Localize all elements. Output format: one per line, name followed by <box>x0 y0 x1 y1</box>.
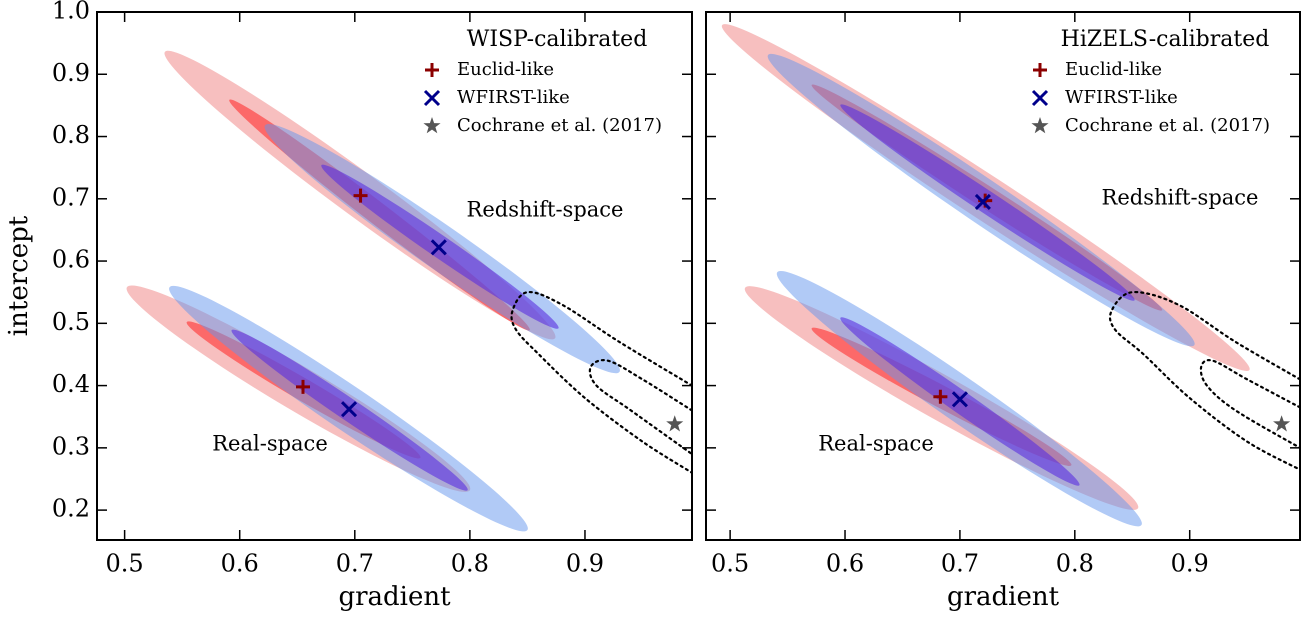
annotation: Redshift-space <box>467 198 624 222</box>
marker <box>933 389 948 404</box>
y-tick-label: 0.7 <box>52 183 90 211</box>
legend-marker <box>1031 89 1049 107</box>
reference-contour <box>1199 359 1300 449</box>
confidence-contour <box>840 317 1080 486</box>
reference-contour <box>1108 290 1300 471</box>
legend-label: Cochrane et al. (2017) <box>1065 115 1270 136</box>
y-tick-label: 0.4 <box>52 370 90 398</box>
y-tick-label: 1.0 <box>52 0 90 25</box>
annotation: Real-space <box>212 432 328 456</box>
annotation: Real-space <box>818 432 934 456</box>
annotation: Redshift-space <box>1102 186 1259 210</box>
marker <box>1273 415 1291 432</box>
marker <box>951 391 968 408</box>
marker <box>666 415 684 432</box>
legend-label: WFIRST-like <box>457 87 570 108</box>
legend-marker <box>1033 63 1047 77</box>
x-tick-label: 0.8 <box>1056 550 1094 578</box>
reference-contour <box>510 290 692 474</box>
x-axis-label: gradient <box>338 582 451 612</box>
x-tick-label: 0.7 <box>336 550 374 578</box>
legend-label: Cochrane et al. (2017) <box>457 115 662 136</box>
y-tick-label: 0.6 <box>52 246 90 274</box>
x-tick-label: 0.7 <box>941 550 979 578</box>
plot-area <box>721 24 1300 527</box>
x-axis-label: gradient <box>947 582 1060 612</box>
confidence-contour <box>840 104 1135 301</box>
plot-frame <box>705 11 1301 541</box>
legend-marker <box>423 117 441 134</box>
x-tick-label: 0.8 <box>451 550 489 578</box>
x-tick-label: 0.9 <box>1171 550 1209 578</box>
legend-title: WISP-calibrated <box>467 27 648 52</box>
legend-label: WFIRST-like <box>1065 87 1178 108</box>
marker <box>296 379 311 394</box>
marker <box>974 193 991 210</box>
y-tick-label: 0.8 <box>52 121 90 149</box>
x-tick-label: 0.6 <box>221 550 259 578</box>
marker <box>430 239 447 256</box>
legend-label: Euclid-like <box>457 59 554 80</box>
plot-frame <box>96 11 693 541</box>
panel: Redshift-space Real-space WISP-calibrated E… <box>4 0 693 612</box>
plot-area <box>126 50 692 532</box>
legend-label: Euclid-like <box>1065 59 1162 80</box>
marker <box>340 401 358 418</box>
y-tick-label: 0.5 <box>52 308 90 336</box>
legend-title: HiZELS-calibrated <box>1061 27 1270 52</box>
y-axis-label: intercept <box>4 215 34 336</box>
y-tick-label: 0.9 <box>52 59 90 87</box>
x-tick-label: 0.5 <box>106 550 144 578</box>
x-tick-label: 0.9 <box>566 550 604 578</box>
marker <box>353 188 368 203</box>
panel: Redshift-space Real-space HiZELS-calibrate… <box>705 11 1301 612</box>
reference-contour <box>588 359 692 456</box>
legend-marker <box>423 89 441 107</box>
y-tick-label: 0.2 <box>52 495 90 523</box>
legend-marker <box>1031 117 1049 134</box>
legend-marker <box>425 63 439 77</box>
x-tick-label: 0.5 <box>711 550 749 578</box>
x-tick-label: 0.6 <box>826 550 864 578</box>
y-tick-label: 0.3 <box>52 432 90 460</box>
